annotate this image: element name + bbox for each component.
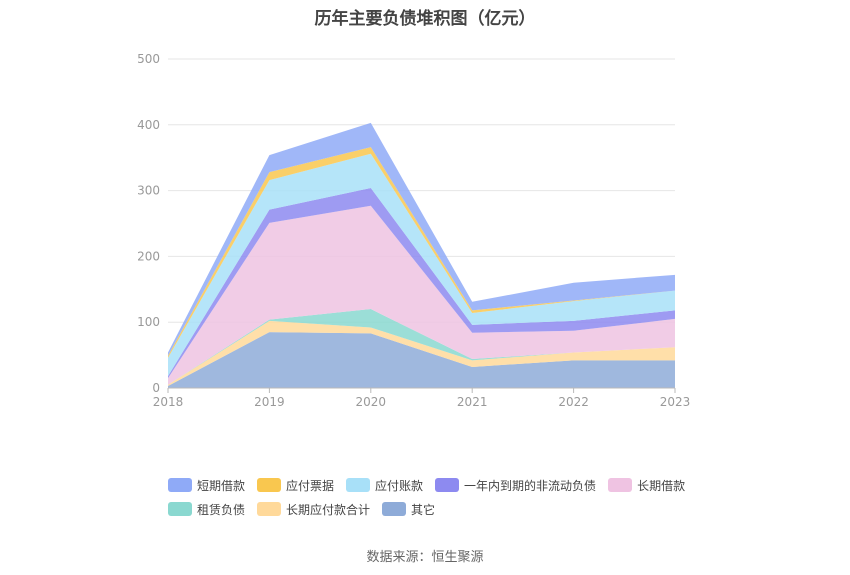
legend-swatch	[168, 478, 192, 492]
legend-item[interactable]: 其它	[382, 501, 435, 518]
legend-label: 长期借款	[637, 478, 686, 493]
legend-swatch	[257, 478, 282, 492]
x-tick-label: 2019	[254, 395, 285, 409]
legend-swatch	[435, 478, 460, 492]
legend-swatch	[257, 502, 282, 516]
x-tick-label: 2020	[356, 395, 387, 409]
stacked-area-chart: 0 100 200 300 400 500 2018 2019 2020 2021 2022 2023	[137, 52, 690, 409]
legend-item[interactable]: 短期借款	[168, 477, 245, 494]
x-tick-label: 2022	[558, 395, 589, 409]
legend-label: 应付账款	[375, 478, 424, 493]
legend-label: 一年内到期的非流动负债	[464, 478, 597, 493]
y-tick-label: 100	[137, 315, 160, 329]
area-series-0	[168, 332, 675, 388]
legend-label: 应付票据	[286, 478, 335, 493]
legend-item[interactable]: 长期借款	[608, 477, 685, 494]
y-tick-label: 200	[137, 249, 160, 263]
chart-legend: 短期借款 应付票据 应付账款 一年内到期的非流动负债 长期借款租赁负债 长期应付款合计 其它	[168, 473, 728, 521]
area-series-1	[168, 320, 675, 387]
y-tick-label: 300	[137, 184, 160, 198]
legend-label: 其它	[411, 502, 436, 517]
area-series-3	[168, 205, 675, 385]
legend-swatch	[608, 478, 633, 492]
area-series-4	[168, 187, 675, 379]
legend-row: 租赁负债 长期应付款合计 其它	[168, 497, 728, 521]
legend-swatch	[346, 478, 371, 492]
legend-item[interactable]: 应付票据	[257, 477, 334, 494]
legend-swatch	[168, 502, 192, 516]
area-series-7	[168, 122, 675, 356]
legend-item[interactable]: 租赁负债	[168, 501, 245, 518]
legend-item[interactable]: 长期应付款合计	[257, 501, 370, 518]
legend-row: 短期借款 应付票据 应付账款 一年内到期的非流动负债 长期借款	[168, 473, 728, 497]
data-source: 数据来源：恒生聚源	[366, 550, 484, 565]
y-tick-label: 400	[137, 118, 160, 132]
legend-label: 租赁负债	[197, 502, 246, 517]
y-tick-label: 500	[137, 52, 160, 66]
legend-swatch	[382, 502, 407, 516]
legend-item[interactable]: 应付账款	[346, 477, 423, 494]
legend-label: 长期应付款合计	[286, 502, 371, 517]
area-series	[168, 122, 675, 388]
legend-label: 短期借款	[197, 478, 246, 493]
y-tick-label: 0	[152, 381, 160, 395]
chart-title: 历年主要负债堆积图（亿元）	[314, 9, 536, 29]
area-series-5	[168, 153, 675, 377]
x-tick-label: 2023	[660, 395, 691, 409]
axes: 0 100 200 300 400 500 2018 2019 2020 2021 2022 2023	[137, 52, 690, 409]
x-tick-label: 2018	[153, 395, 184, 409]
legend-item[interactable]: 一年内到期的非流动负债	[435, 477, 596, 494]
x-tick-label: 2021	[457, 395, 488, 409]
